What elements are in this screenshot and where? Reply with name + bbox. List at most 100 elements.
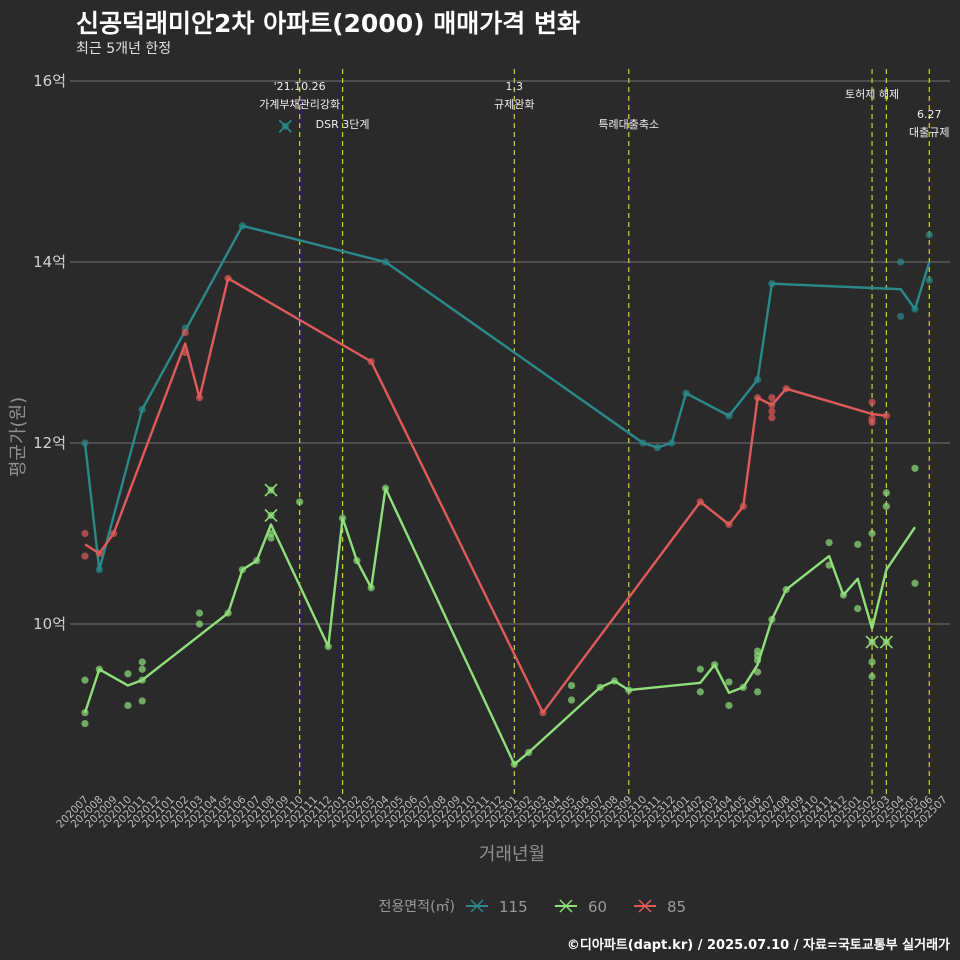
cancel-x-icon — [264, 483, 278, 497]
source-caption: ©디아파트(dapt.kr) / 2025.07.10 / 자료=국토교통부 실… — [566, 938, 950, 953]
data-point — [95, 566, 103, 574]
data-point — [338, 514, 347, 522]
data-point — [224, 609, 232, 617]
data-point — [195, 609, 204, 617]
y-axis-title: 평균가(원) — [8, 397, 29, 477]
data-point — [267, 534, 275, 542]
event-annotation: 1.3 — [506, 80, 524, 93]
event-annotation: 토허제 해제 — [845, 87, 899, 101]
data-point — [653, 443, 662, 452]
data-point — [696, 498, 704, 506]
data-point — [625, 686, 633, 694]
chart-title: 신공덕래미안2차 아파트(2000) 매매가격 변화 — [76, 9, 580, 38]
event-annotation: 가계부채관리강화 — [259, 98, 340, 111]
data-point — [138, 665, 146, 673]
grid-lines — [70, 80, 950, 625]
data-point — [868, 672, 876, 681]
data-point — [696, 688, 704, 696]
data-point — [768, 280, 776, 288]
data-point — [367, 357, 375, 366]
data-point — [768, 394, 776, 402]
data-point — [753, 688, 762, 696]
data-point — [138, 405, 146, 414]
plot-area — [81, 119, 933, 768]
data-point — [610, 677, 619, 685]
data-point — [868, 529, 876, 538]
data-point — [81, 529, 89, 538]
data-point — [81, 709, 89, 717]
cancel-x-icon — [264, 508, 278, 522]
data-point — [825, 538, 833, 547]
cancelled-deal-marker — [264, 483, 278, 497]
cancel-x-icon — [278, 119, 292, 133]
data-point — [253, 557, 261, 565]
x-axis-title: 거래년월 — [479, 844, 545, 865]
data-point — [510, 760, 518, 768]
data-point — [81, 439, 89, 447]
data-point — [768, 401, 776, 409]
data-point — [897, 258, 905, 266]
data-point — [854, 540, 862, 548]
data-point — [753, 656, 762, 664]
data-point — [768, 414, 776, 422]
data-point — [668, 439, 676, 447]
data-point — [739, 502, 747, 510]
legend-item-60: 60 — [555, 898, 607, 916]
cancelled-deal-marker — [879, 635, 893, 649]
data-point — [353, 557, 361, 565]
legend-x-icon — [638, 899, 652, 913]
data-point — [138, 697, 146, 705]
event-annotation: 6.27 — [917, 108, 942, 121]
series-85 — [81, 274, 890, 717]
cancel-x-icon — [879, 635, 893, 649]
chart-subtitle: 최근 5개년 한정 — [76, 41, 172, 57]
series-line — [84, 277, 887, 714]
data-point — [81, 719, 89, 728]
data-point — [567, 696, 576, 704]
data-point — [839, 591, 848, 599]
data-point — [882, 412, 890, 420]
data-point — [911, 464, 919, 472]
data-point — [367, 584, 375, 592]
series-line — [83, 224, 931, 571]
legend-item-115: 115 — [466, 898, 528, 916]
y-tick-label: 12억 — [33, 434, 66, 452]
data-point — [525, 748, 533, 757]
data-point — [753, 376, 762, 384]
data-point — [753, 394, 762, 402]
data-point — [911, 305, 919, 313]
data-point — [696, 665, 704, 673]
series-60 — [81, 464, 919, 768]
data-point — [296, 498, 304, 506]
data-point — [782, 586, 790, 594]
data-point — [753, 668, 762, 676]
data-point — [567, 681, 576, 690]
data-point — [110, 529, 118, 538]
data-point — [639, 439, 647, 447]
data-point — [711, 661, 719, 669]
legend-x-icon — [470, 899, 484, 913]
data-point — [868, 398, 876, 406]
data-point — [195, 394, 204, 402]
event-annotation: DSR 3단계 — [316, 118, 370, 131]
cancel-x-icon — [865, 635, 879, 649]
legend: 전용면적(㎡) 115 60 85 — [379, 898, 687, 916]
y-tick-label: 10억 — [33, 615, 66, 633]
data-point — [324, 643, 332, 651]
data-point — [181, 328, 189, 337]
data-point — [181, 348, 189, 357]
data-point — [925, 276, 933, 284]
y-axis: 10억 12억 14억 16억 — [33, 72, 66, 633]
data-point — [95, 665, 103, 673]
data-point — [725, 678, 733, 686]
cancelled-deal-marker — [865, 635, 879, 649]
cancelled-deal-marker — [278, 119, 292, 133]
data-point — [725, 701, 733, 710]
data-point — [725, 520, 733, 529]
data-point — [138, 676, 146, 684]
series-115 — [81, 119, 933, 574]
data-point — [739, 683, 747, 691]
data-point — [596, 683, 604, 691]
legend-label: 85 — [667, 898, 686, 916]
data-point — [124, 701, 132, 710]
